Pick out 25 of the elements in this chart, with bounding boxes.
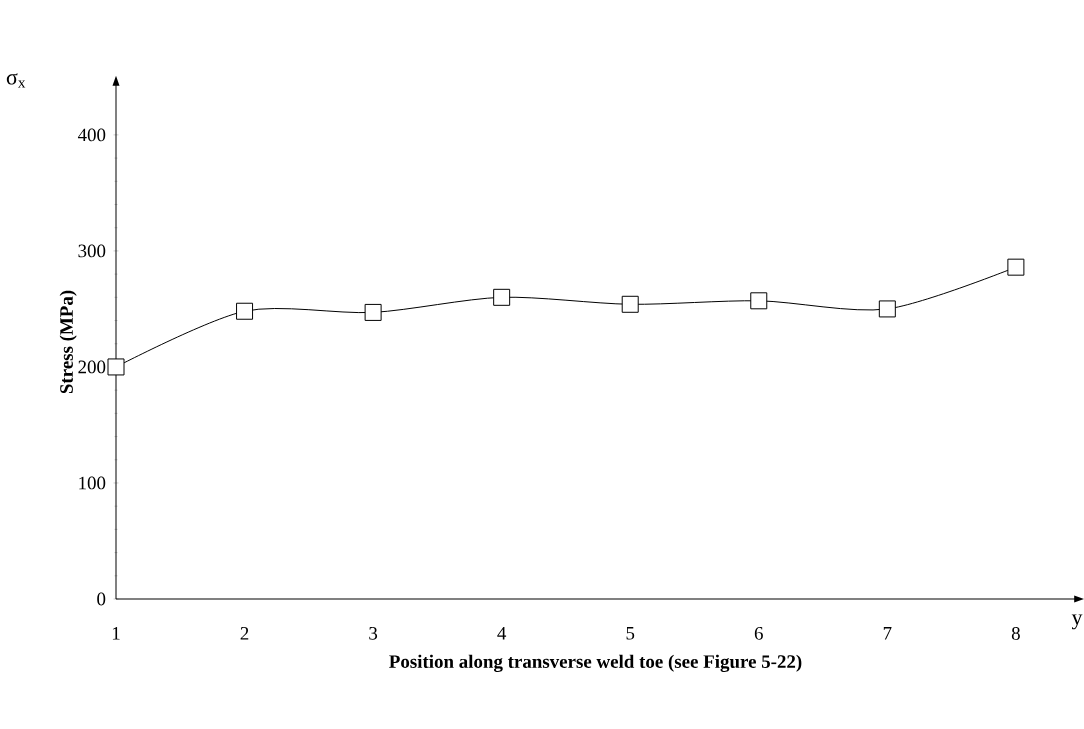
x-tick-label: 4 <box>497 627 507 640</box>
point <box>1007 258 1025 276</box>
x-tick-label: 1 <box>112 627 120 640</box>
y-tick-label: 200 <box>78 360 106 374</box>
point <box>750 292 768 310</box>
x-tick-label: 2 <box>240 627 249 640</box>
point <box>493 288 511 306</box>
text: σ$_{x}$ <box>6 73 26 88</box>
x-tick-label: 3 <box>369 627 378 640</box>
text: y <box>1071 614 1083 630</box>
y-tick-label: 400 <box>77 128 106 142</box>
point <box>621 295 639 313</box>
x-axis-title: Position along transverse weld toe (see Figure 5-22) <box>389 654 802 672</box>
point <box>107 358 125 376</box>
point <box>364 303 382 321</box>
point <box>878 300 896 318</box>
y-tick-label: 100 <box>79 476 106 490</box>
x-tick-label: 8 <box>1011 627 1020 640</box>
point <box>236 302 254 320</box>
x-tick-label: 5 <box>626 627 635 640</box>
y-tick-label: 300 <box>78 244 106 258</box>
y-axis-title: Stress (MPa) <box>59 290 77 394</box>
x-tick-label: 6 <box>754 627 763 640</box>
y-tick-label: 0 <box>97 592 106 606</box>
x-tick-label: 7 <box>883 627 892 640</box>
